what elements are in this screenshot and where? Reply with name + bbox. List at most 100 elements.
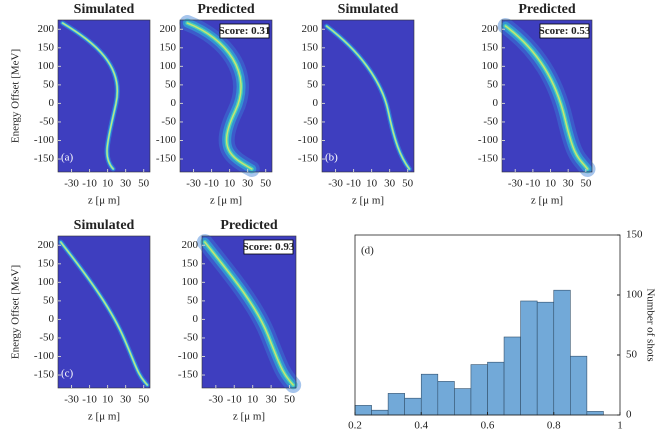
panel-label: (d) [361, 245, 374, 257]
y-tick-label: 150 [482, 41, 499, 53]
panel-title: Simulated [74, 2, 135, 17]
y-tick-label: 100 [626, 289, 643, 301]
x-tick-label: -30 [328, 178, 343, 190]
x-tick-label: 30 [563, 178, 575, 190]
y-tick-label: 50 [626, 349, 638, 361]
x-tick-label: 30 [120, 178, 132, 190]
x-tick-label: 30 [242, 178, 254, 190]
panel-title: Simulated [74, 218, 135, 233]
y-tick-label: -100 [178, 350, 199, 362]
beam-trace [187, 23, 251, 169]
x-tick-label: -10 [227, 394, 242, 406]
x-tick-label: 50 [260, 178, 272, 190]
y-tick-label: 100 [38, 60, 55, 72]
heatmap-frame [57, 235, 151, 389]
y-tick-label: 0 [313, 97, 319, 109]
y-tick-label: 200 [160, 23, 177, 35]
panel-label: (b) [325, 152, 338, 164]
x-tick-label: 10 [247, 394, 259, 406]
histogram-bar [553, 289, 571, 416]
trace-layer [63, 23, 118, 169]
y-tick-label: 50 [487, 78, 499, 90]
y-tick-label: 0 [193, 313, 199, 325]
y-tick-label: -150 [178, 369, 199, 381]
histogram-bar [570, 355, 588, 416]
x-tick-label: 10 [545, 178, 557, 190]
panel-title: Simulated [338, 2, 399, 17]
histogram-bar [487, 361, 505, 416]
y-tick-label: 50 [307, 78, 319, 90]
beam-trace [63, 23, 118, 169]
y-tick-label: 150 [38, 41, 55, 53]
x-axis-label: z [μ m] [210, 195, 242, 207]
y-tick-label: 50 [187, 294, 199, 306]
y-tick-label: 200 [482, 23, 499, 35]
x-tick-label: 50 [138, 178, 150, 190]
heatmap-background [58, 20, 150, 172]
x-tick-label: -10 [346, 178, 361, 190]
heatmap-frame [57, 19, 151, 173]
x-tick-label: 0.2 [348, 420, 362, 431]
y-tick-label: 100 [482, 60, 499, 72]
y-tick-label: -150 [478, 153, 499, 165]
x-tick-label: 30 [384, 178, 396, 190]
histogram-bar [454, 388, 472, 416]
y-tick-label: 0 [626, 409, 632, 421]
histogram-bar [437, 381, 455, 416]
x-tick-label: -30 [64, 394, 79, 406]
histogram-bar [354, 405, 372, 416]
panel-title: Predicted [518, 2, 575, 17]
x-tick-label: 30 [266, 394, 278, 406]
x-axis-label: z [μ m] [88, 195, 120, 207]
x-tick-label: 10 [102, 394, 114, 406]
beam-trace [205, 242, 293, 385]
panel-title: Predicted [220, 218, 277, 233]
y-tick-label: -100 [156, 134, 177, 146]
trace-layer [205, 242, 293, 385]
beam-trace [61, 242, 147, 385]
y-tick-label: 200 [38, 239, 55, 251]
heatmap-frame [201, 235, 297, 389]
x-tick-label: 50 [138, 394, 150, 406]
y-axis-label: Energy Offset [MeV] [10, 49, 22, 143]
y-tick-label: -100 [34, 350, 55, 362]
score-box [539, 23, 590, 39]
panel-title: Predicted [197, 2, 254, 17]
x-tick-label: 50 [580, 178, 592, 190]
histogram-bar [520, 300, 538, 416]
y-tick-label: 200 [38, 23, 55, 35]
x-axis-label: z [μ m] [88, 411, 120, 423]
y-tick-label: 0 [49, 313, 55, 325]
y-tick-label: 0 [171, 97, 177, 109]
y-tick-label: 200 [302, 23, 319, 35]
x-axis-label: z [μ m] [352, 195, 384, 207]
beam-trace [506, 26, 588, 169]
y-tick-label: -100 [34, 134, 55, 146]
x-tick-label: 30 [120, 394, 132, 406]
y-tick-label: 50 [43, 78, 55, 90]
y-tick-label: -50 [39, 115, 54, 127]
y-tick-label: -50 [161, 115, 176, 127]
y-tick-label: 150 [626, 229, 643, 241]
histogram-bar [387, 393, 405, 416]
score-box [219, 23, 270, 39]
score: Score: 0.53 [539, 25, 591, 37]
y-tick-label: -150 [34, 153, 55, 165]
histogram-bar [586, 411, 604, 416]
x-tick-label: 50 [284, 394, 296, 406]
x-tick-label: -30 [508, 178, 523, 190]
x-tick-label: -30 [64, 178, 79, 190]
y-tick-label: 150 [38, 257, 55, 269]
x-tick-label: 50 [402, 178, 414, 190]
x-tick-label: 0.6 [481, 420, 495, 431]
y-tick-label: 100 [160, 60, 177, 72]
y-tick-label: -150 [156, 153, 177, 165]
x-tick-label: -10 [82, 394, 97, 406]
y-tick-label: -100 [298, 134, 319, 146]
x-tick-label: -30 [186, 178, 201, 190]
y-tick-label: -100 [478, 134, 499, 146]
score: Score: 0.31 [219, 25, 271, 37]
x-tick-label: -30 [208, 394, 223, 406]
y-tick-label: 150 [302, 41, 319, 53]
y-tick-label: 150 [160, 41, 177, 53]
